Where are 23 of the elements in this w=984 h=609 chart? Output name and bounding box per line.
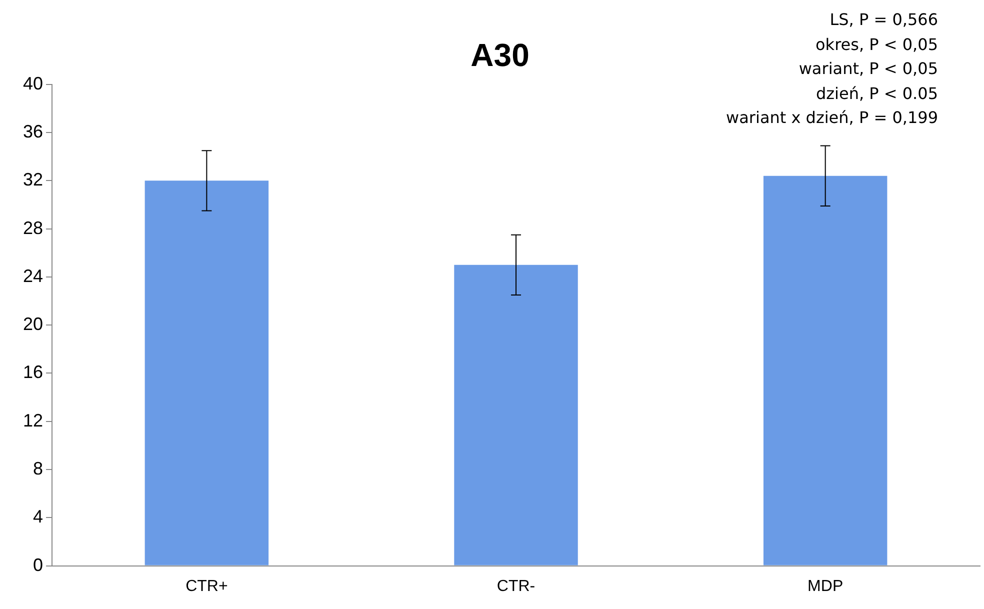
chart-title: A30 [470, 37, 530, 74]
bar [763, 176, 888, 566]
y-tick-label: 4 [33, 506, 44, 527]
y-tick-label: 20 [22, 314, 44, 334]
bar [454, 264, 578, 566]
x-tick-label: CTR+ [186, 578, 228, 595]
annotation: wariant x dzień, P = 0,199 [726, 107, 938, 129]
x-tick-label: CTR- [496, 578, 536, 595]
annotation: dzień, P < 0.05 [814, 82, 938, 104]
text: LS, P = 0,566 [828, 9, 938, 31]
y-tick-label: 28 [22, 218, 44, 238]
text: wariant, P < 0,05 [798, 58, 938, 80]
y-tick-label: 8 [33, 458, 44, 478]
y-tick-label: 12 [22, 410, 44, 430]
y-tick-label: 32 [22, 170, 44, 190]
y-tick-label: 24 [22, 266, 44, 286]
y-tick-label: 40 [22, 73, 44, 94]
text: okres, P < 0,05 [814, 34, 938, 56]
y-tick-label: 0 [33, 554, 44, 575]
x-tick-label: MDP [808, 578, 844, 595]
y-tick-label: 36 [22, 122, 44, 142]
bar [144, 180, 269, 566]
y-tick-label: 16 [22, 362, 44, 382]
